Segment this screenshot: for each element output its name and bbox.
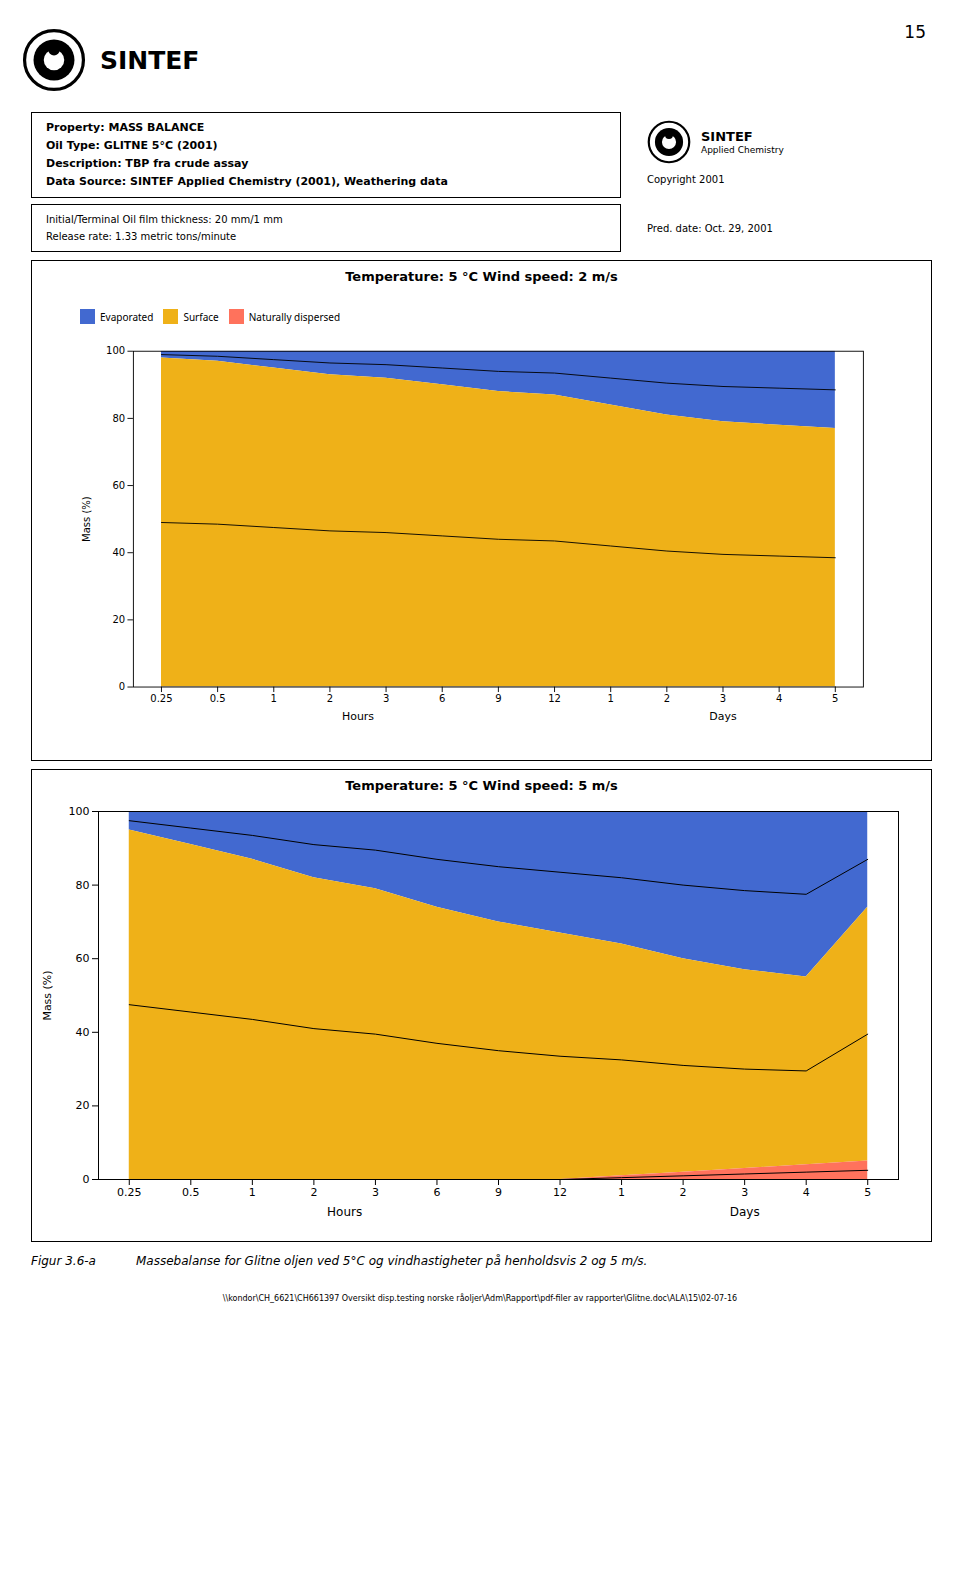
- svg-text:2: 2: [664, 693, 670, 704]
- html-text:Evaporated: Evaporated: [100, 309, 154, 324]
- svg-text:0: 0: [119, 681, 125, 692]
- svg-text:80: 80: [76, 878, 90, 891]
- svg-text:12: 12: [548, 693, 561, 704]
- svg-text:1: 1: [608, 693, 614, 704]
- svg-text:1: 1: [249, 1186, 256, 1199]
- svg-text:9: 9: [495, 693, 501, 704]
- svg-text:0.5: 0.5: [182, 1186, 200, 1199]
- svg-text:9: 9: [495, 1186, 502, 1199]
- svg-text:3: 3: [383, 693, 389, 704]
- svg-text:3: 3: [720, 693, 726, 704]
- svg-text:2: 2: [310, 1186, 317, 1199]
- svg-text:1: 1: [618, 1186, 625, 1199]
- svg-text:100: 100: [69, 805, 90, 818]
- svg-text:1: 1: [271, 693, 277, 704]
- svg-text:20: 20: [76, 1099, 90, 1112]
- svg-text:5: 5: [864, 1186, 871, 1199]
- html-text:Copyright 2001: Copyright 2001: [647, 174, 725, 185]
- svg-text:4: 4: [776, 693, 782, 704]
- html-text:Figur 3.6-a: Figur 3.6-a: [31, 1253, 96, 1268]
- html-text:Release rate: 1.33 metric tons: Release rate: 1.33 metric tons/minute: [46, 231, 237, 242]
- svg-text:40: 40: [76, 1025, 90, 1038]
- svg-text:3: 3: [372, 1186, 379, 1199]
- svg-text:0.25: 0.25: [150, 693, 172, 704]
- html-text:Initial/Terminal Oil film thic: Initial/Terminal Oil film thickness: 20 …: [46, 214, 283, 225]
- svg-text:0.25: 0.25: [117, 1186, 141, 1199]
- html-text:Data Source: SINTEF Applied Ch: Data Source: SINTEF Applied Chemistry (2…: [46, 175, 448, 188]
- svg-text:2: 2: [680, 1186, 687, 1199]
- svg-text:100: 100: [106, 345, 125, 356]
- svg-text:0: 0: [83, 1173, 90, 1186]
- svg-text:12: 12: [553, 1186, 567, 1199]
- html-text:Naturally dispersed: Naturally dispersed: [248, 309, 341, 324]
- svg-text:Days: Days: [730, 1204, 760, 1218]
- html-text:SINTEF: SINTEF: [100, 45, 200, 75]
- svg-text:60: 60: [76, 952, 90, 965]
- html-text:Massebalanse for Glitne oljen: Massebalanse for Glitne oljen ved 5°C og…: [136, 1253, 648, 1268]
- svg-text:20: 20: [112, 614, 125, 625]
- html-text:Temperature: 5 °C Wind speed:: Temperature: 5 °C Wind speed: 5 m/s: [345, 777, 618, 793]
- html-text:Applied Chemistry: Applied Chemistry: [701, 145, 784, 155]
- html-text:15: 15: [904, 22, 926, 42]
- svg-text:6: 6: [439, 693, 445, 704]
- html-text:Property: MASS BALANCE: Property: MASS BALANCE: [46, 121, 205, 134]
- svg-text:40: 40: [112, 547, 125, 558]
- html-text:Oil Type: GLITNE 5°C (2001): Oil Type: GLITNE 5°C (2001): [46, 139, 218, 152]
- svg-text:4: 4: [803, 1186, 810, 1199]
- html-text:SINTEF: SINTEF: [701, 129, 753, 144]
- svg-text:5: 5: [832, 693, 838, 704]
- svg-text:0.5: 0.5: [210, 693, 226, 704]
- svg-text:Mass (%): Mass (%): [81, 496, 92, 542]
- svg-text:3: 3: [741, 1186, 748, 1199]
- svg-text:6: 6: [433, 1186, 440, 1199]
- html-text:Surface: Surface: [183, 309, 219, 324]
- svg-text:60: 60: [112, 480, 125, 491]
- html-text:Pred. date: Oct. 29, 2001: Pred. date: Oct. 29, 2001: [647, 222, 773, 234]
- svg-text:80: 80: [112, 413, 125, 424]
- html-text:\\kondor\CH_6621\CH661397 Over: \\kondor\CH_6621\CH661397 Oversikt disp.…: [222, 1293, 738, 1303]
- svg-text:Hours: Hours: [342, 710, 374, 723]
- html-text:Temperature: 5 °C Wind speed:: Temperature: 5 °C Wind speed: 2 m/s: [345, 269, 618, 284]
- svg-text:Hours: Hours: [327, 1204, 362, 1218]
- html-text:Description: TBP fra crude ass: Description: TBP fra crude assay: [46, 157, 249, 170]
- svg-text:Mass (%): Mass (%): [41, 970, 54, 1020]
- svg-text:2: 2: [327, 693, 333, 704]
- svg-text:Days: Days: [709, 710, 737, 723]
